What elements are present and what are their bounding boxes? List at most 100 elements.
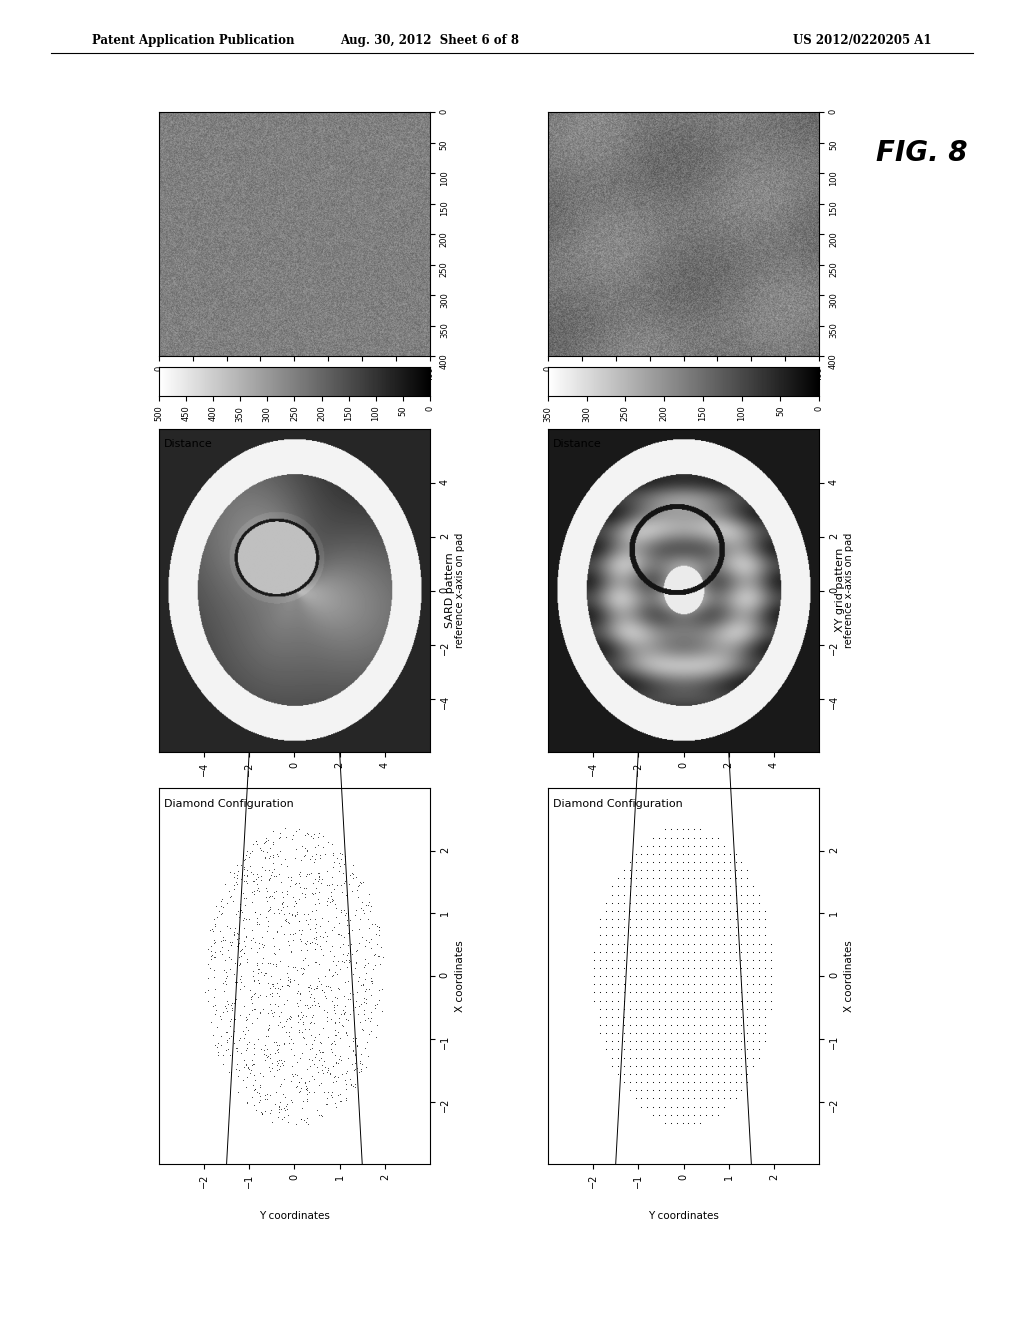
Point bbox=[686, 828, 702, 849]
Point bbox=[280, 956, 296, 977]
Point bbox=[279, 880, 295, 902]
Point bbox=[291, 1072, 307, 1093]
Point bbox=[315, 981, 332, 1002]
Point bbox=[663, 876, 679, 898]
Point bbox=[669, 957, 685, 978]
Point bbox=[310, 826, 327, 847]
Point bbox=[308, 843, 325, 865]
Point bbox=[303, 1024, 319, 1045]
Point bbox=[345, 1027, 361, 1048]
Point bbox=[703, 859, 720, 880]
Point bbox=[300, 977, 316, 998]
Point bbox=[722, 982, 738, 1003]
Point bbox=[669, 900, 685, 921]
Point bbox=[289, 1052, 305, 1073]
Point bbox=[757, 900, 773, 921]
Point bbox=[751, 949, 767, 970]
Point bbox=[651, 1064, 668, 1085]
Point bbox=[240, 865, 256, 886]
Point bbox=[733, 1023, 750, 1044]
Point bbox=[212, 941, 228, 962]
Point bbox=[615, 998, 632, 1019]
Point bbox=[292, 982, 308, 1003]
Point bbox=[331, 861, 347, 882]
Point bbox=[325, 890, 341, 911]
Point bbox=[733, 966, 750, 987]
Point bbox=[206, 960, 222, 981]
Point bbox=[680, 851, 696, 873]
Point bbox=[349, 875, 366, 896]
Point bbox=[254, 841, 270, 862]
Point bbox=[281, 1032, 297, 1053]
Point bbox=[633, 933, 649, 954]
Point bbox=[639, 998, 655, 1019]
Point bbox=[307, 849, 324, 870]
Point bbox=[716, 941, 732, 962]
Point bbox=[609, 1064, 626, 1085]
Point bbox=[255, 937, 271, 958]
Point bbox=[692, 974, 709, 995]
Point bbox=[322, 977, 338, 998]
Point bbox=[622, 916, 638, 937]
Point bbox=[675, 982, 691, 1003]
Point bbox=[296, 1028, 312, 1049]
Point bbox=[251, 1082, 267, 1104]
Point bbox=[703, 916, 720, 937]
Point bbox=[336, 1003, 352, 1024]
Point bbox=[246, 1094, 262, 1115]
Point bbox=[348, 1027, 365, 1048]
Point bbox=[727, 998, 743, 1019]
Point bbox=[745, 900, 762, 921]
Point bbox=[326, 999, 342, 1020]
Point bbox=[716, 1088, 732, 1109]
Point bbox=[669, 836, 685, 857]
Point bbox=[219, 1030, 236, 1051]
Point bbox=[222, 917, 239, 939]
Point bbox=[301, 908, 317, 929]
Point bbox=[628, 925, 644, 946]
Point bbox=[663, 851, 679, 873]
Point bbox=[323, 1008, 339, 1030]
Point bbox=[289, 993, 305, 1014]
Point bbox=[757, 1006, 773, 1027]
Point bbox=[306, 1047, 323, 1068]
Point bbox=[364, 928, 380, 949]
Point bbox=[733, 900, 750, 921]
Point bbox=[592, 1006, 608, 1027]
Point bbox=[675, 998, 691, 1019]
Point bbox=[358, 962, 375, 983]
Point bbox=[692, 843, 709, 865]
Point bbox=[656, 1015, 673, 1036]
Point bbox=[281, 1007, 297, 1028]
Point bbox=[710, 990, 726, 1011]
Point bbox=[210, 1032, 226, 1053]
Point bbox=[221, 1027, 238, 1048]
Point bbox=[291, 888, 307, 909]
Point bbox=[213, 1008, 229, 1030]
Point bbox=[341, 865, 357, 886]
Point bbox=[310, 892, 327, 913]
Point bbox=[346, 997, 362, 1018]
Point bbox=[622, 1072, 638, 1093]
Point bbox=[271, 1101, 288, 1122]
Point bbox=[675, 1064, 691, 1085]
Point bbox=[293, 931, 309, 952]
Point bbox=[733, 957, 750, 978]
Point bbox=[633, 1088, 649, 1109]
Point bbox=[239, 1016, 255, 1038]
Point bbox=[675, 1055, 691, 1076]
Point bbox=[229, 1040, 246, 1061]
Point bbox=[727, 1047, 743, 1068]
Point bbox=[651, 836, 668, 857]
Point bbox=[656, 1104, 673, 1125]
Point bbox=[280, 896, 296, 917]
Point bbox=[287, 874, 303, 895]
Point bbox=[703, 966, 720, 987]
Point bbox=[609, 982, 626, 1003]
Point bbox=[276, 1032, 293, 1053]
Point bbox=[262, 896, 279, 917]
Point bbox=[219, 892, 236, 913]
Point bbox=[757, 916, 773, 937]
Point bbox=[294, 882, 310, 903]
Point bbox=[609, 908, 626, 929]
